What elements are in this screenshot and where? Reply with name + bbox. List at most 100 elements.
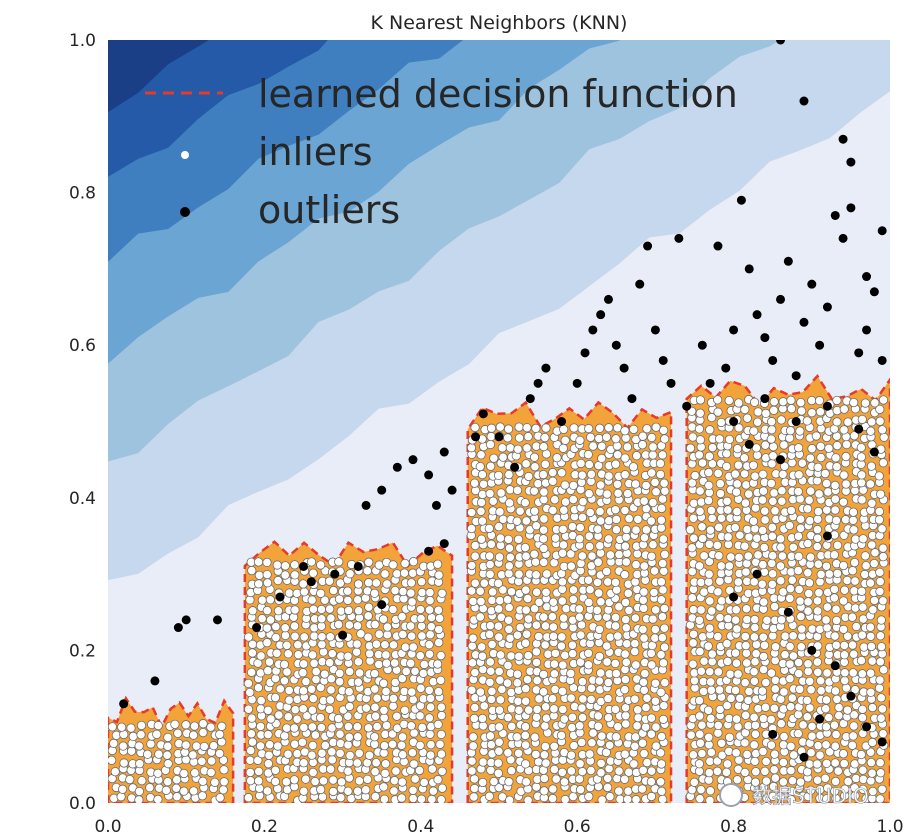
inlier-point bbox=[647, 551, 657, 561]
inlier-point bbox=[388, 560, 398, 570]
inlier-point bbox=[397, 673, 407, 684]
inlier-point bbox=[850, 603, 860, 613]
inlier-point bbox=[620, 774, 630, 784]
inlier-point bbox=[866, 687, 876, 697]
inlier-point bbox=[832, 417, 842, 427]
inlier-point bbox=[757, 686, 768, 696]
inlier-point bbox=[381, 650, 391, 660]
inlier-point bbox=[778, 397, 788, 407]
inlier-point bbox=[390, 658, 400, 668]
inlier-point bbox=[307, 684, 317, 694]
inlier-point bbox=[786, 404, 797, 414]
inlier-point bbox=[577, 551, 587, 561]
inlier-point bbox=[328, 585, 339, 596]
inlier-point bbox=[162, 750, 172, 760]
inlier-point bbox=[766, 714, 776, 725]
inlier-point bbox=[306, 557, 317, 567]
inlier-point bbox=[557, 548, 568, 558]
inlier-point bbox=[707, 443, 718, 453]
inlier-point bbox=[512, 630, 523, 640]
inlier-point bbox=[326, 674, 336, 684]
inlier-point bbox=[352, 639, 362, 649]
inlier-point bbox=[655, 469, 666, 480]
inlier-point bbox=[821, 615, 831, 625]
inlier-point bbox=[641, 722, 651, 732]
inlier-point bbox=[540, 621, 551, 631]
inlier-point bbox=[521, 696, 531, 706]
plot-area bbox=[108, 40, 890, 803]
inlier-point bbox=[574, 604, 584, 614]
inlier-point bbox=[335, 677, 345, 687]
inlier-point bbox=[476, 506, 486, 516]
inlier-point bbox=[263, 705, 273, 715]
inlier-point bbox=[734, 398, 744, 408]
inlier-point bbox=[484, 523, 494, 534]
inlier-point bbox=[266, 714, 276, 724]
inlier-point bbox=[742, 658, 752, 668]
inlier-point bbox=[838, 749, 849, 759]
inlier-point bbox=[370, 791, 380, 802]
inlier-point bbox=[824, 443, 834, 453]
inlier-point bbox=[620, 675, 631, 685]
inlier-point bbox=[740, 404, 750, 415]
inlier-point bbox=[769, 488, 779, 498]
inlier-point bbox=[866, 757, 876, 768]
inlier-point bbox=[743, 551, 753, 561]
inlier-point bbox=[876, 615, 886, 625]
outlier-point bbox=[776, 294, 786, 304]
inlier-point bbox=[734, 552, 744, 562]
inlier-point bbox=[822, 794, 832, 803]
inlier-point bbox=[603, 713, 614, 723]
inlier-point bbox=[620, 685, 630, 695]
inlier-point bbox=[262, 786, 273, 796]
inlier-point bbox=[337, 777, 347, 787]
inlier-point bbox=[752, 417, 763, 427]
inlier-point bbox=[816, 452, 826, 463]
inlier-point bbox=[768, 781, 779, 792]
inlier-point bbox=[622, 639, 632, 649]
inlier-point bbox=[262, 623, 272, 633]
inlier-point bbox=[335, 738, 346, 749]
inlier-point bbox=[696, 785, 706, 795]
inlier-point bbox=[794, 443, 804, 453]
inlier-point bbox=[839, 404, 849, 414]
inlier-point bbox=[632, 549, 642, 559]
inlier-point bbox=[694, 695, 705, 706]
inlier-point bbox=[311, 666, 321, 677]
inlier-point bbox=[523, 614, 534, 624]
inlier-point bbox=[647, 660, 657, 670]
inlier-point bbox=[594, 651, 605, 661]
outlier-point bbox=[854, 424, 864, 434]
inlier-point bbox=[548, 476, 558, 486]
inlier-point bbox=[612, 773, 622, 784]
inlier-point bbox=[740, 738, 750, 748]
inlier-point bbox=[486, 539, 496, 549]
inlier-point bbox=[830, 786, 840, 796]
inlier-point bbox=[759, 640, 770, 650]
inlier-point bbox=[695, 738, 706, 748]
inlier-point bbox=[703, 641, 713, 651]
inlier-point bbox=[704, 732, 714, 742]
outlier-point bbox=[838, 233, 848, 243]
inlier-point bbox=[289, 621, 300, 631]
inlier-point bbox=[270, 692, 280, 703]
inlier-point bbox=[263, 730, 273, 740]
inlier-point bbox=[364, 602, 374, 612]
inlier-point bbox=[514, 569, 524, 579]
inlier-point bbox=[575, 785, 586, 795]
inlier-point bbox=[857, 414, 867, 425]
inlier-point bbox=[742, 413, 752, 423]
inlier-point bbox=[687, 566, 697, 577]
outlier-point bbox=[760, 394, 770, 404]
inlier-point bbox=[830, 758, 840, 768]
inlier-point bbox=[848, 731, 858, 741]
inlier-point bbox=[803, 606, 813, 616]
inlier-point bbox=[804, 578, 815, 588]
inlier-point bbox=[433, 605, 444, 615]
inlier-point bbox=[399, 686, 409, 696]
inlier-point bbox=[870, 548, 880, 558]
inlier-point bbox=[273, 575, 283, 586]
inlier-point bbox=[776, 415, 786, 425]
inlier-point bbox=[802, 416, 812, 426]
